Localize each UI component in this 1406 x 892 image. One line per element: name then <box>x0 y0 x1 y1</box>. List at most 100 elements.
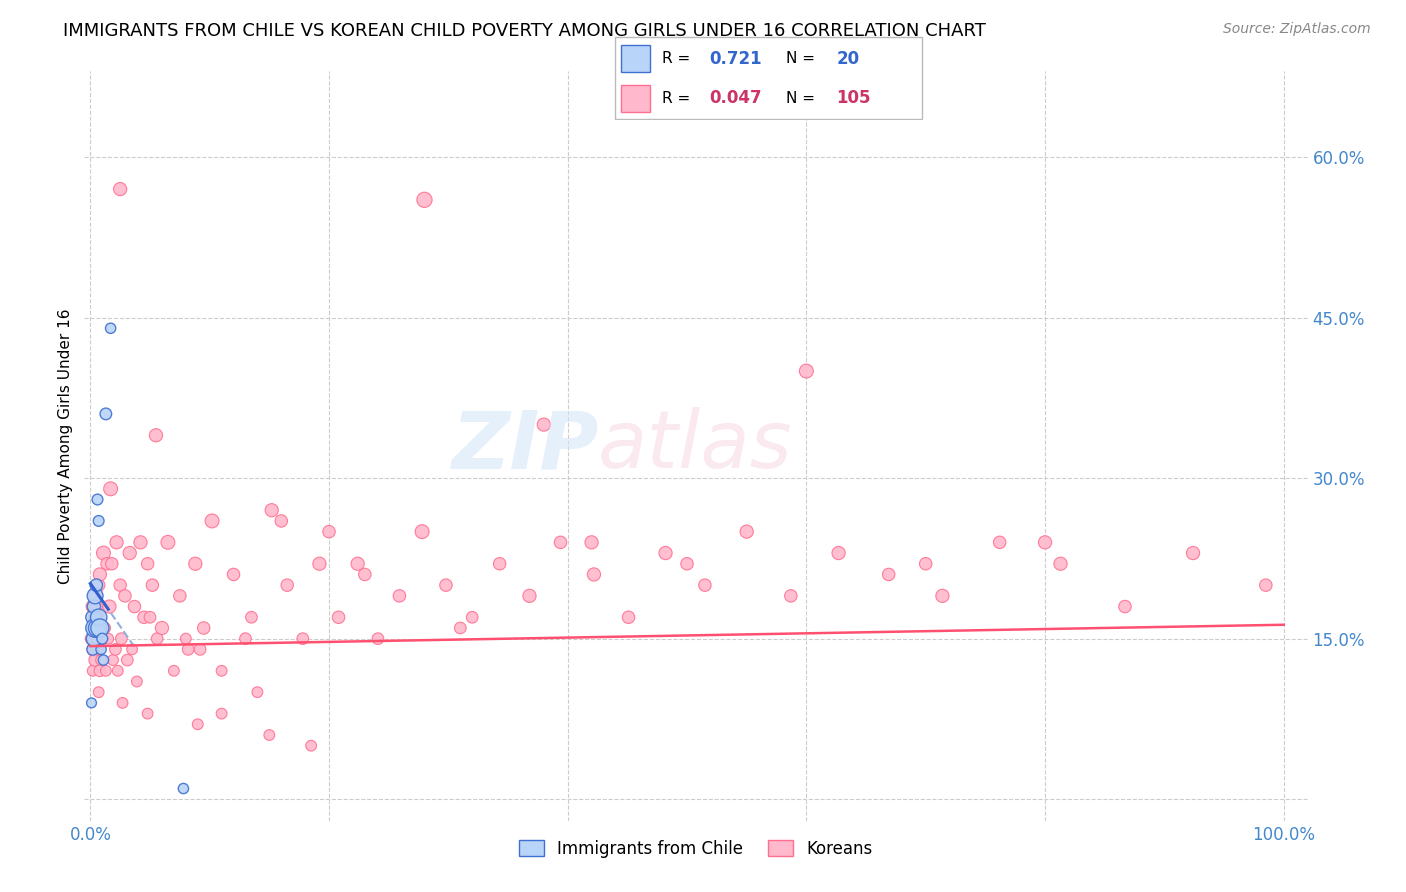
Point <box>83 632 105 646</box>
Point <box>1049 557 1071 571</box>
Point <box>84 653 107 667</box>
Point <box>145 428 167 442</box>
Text: N =: N = <box>786 51 820 66</box>
Legend: Immigrants from Chile, Koreans: Immigrants from Chile, Koreans <box>512 833 880 864</box>
Point <box>488 557 510 571</box>
Point <box>84 589 107 603</box>
Text: 20: 20 <box>837 50 859 68</box>
Point <box>172 781 194 796</box>
Point <box>235 632 257 646</box>
Point <box>796 364 818 378</box>
Point <box>581 535 603 549</box>
Point <box>693 578 716 592</box>
Point <box>84 599 107 614</box>
Point <box>82 599 104 614</box>
Point <box>735 524 758 539</box>
Point <box>100 321 122 335</box>
Point <box>84 610 107 624</box>
Point <box>84 589 107 603</box>
Point <box>582 567 605 582</box>
Point <box>86 492 108 507</box>
Point <box>94 407 117 421</box>
Point <box>211 664 233 678</box>
Point <box>80 632 103 646</box>
Point <box>318 524 340 539</box>
Point <box>87 514 110 528</box>
Point <box>100 482 122 496</box>
Point <box>259 728 281 742</box>
Point <box>87 578 110 592</box>
FancyBboxPatch shape <box>621 45 650 72</box>
Point <box>89 621 111 635</box>
Point <box>1182 546 1205 560</box>
Point <box>177 642 200 657</box>
Text: 0.047: 0.047 <box>710 89 762 107</box>
Point <box>111 696 134 710</box>
Point <box>413 193 436 207</box>
Point <box>97 632 120 646</box>
Point <box>187 717 209 731</box>
Point <box>367 632 389 646</box>
Point <box>617 610 640 624</box>
Point <box>299 739 322 753</box>
Text: atlas: atlas <box>598 407 793 485</box>
Point <box>86 610 108 624</box>
Point <box>222 567 245 582</box>
Point <box>117 653 139 667</box>
Point <box>91 632 114 646</box>
Point <box>346 557 368 571</box>
Point <box>201 514 224 528</box>
Point <box>93 546 115 560</box>
Point <box>676 557 699 571</box>
Point <box>136 557 159 571</box>
Point <box>188 642 211 657</box>
Point <box>91 632 114 646</box>
Y-axis label: Child Poverty Among Girls Under 16: Child Poverty Among Girls Under 16 <box>58 309 73 583</box>
Point <box>105 535 128 549</box>
Point <box>83 610 105 624</box>
Point <box>90 642 112 657</box>
Point <box>108 578 131 592</box>
Point <box>184 557 207 571</box>
Point <box>353 567 375 582</box>
Point <box>150 621 173 635</box>
Point <box>107 664 129 678</box>
Point <box>124 599 146 614</box>
Point <box>260 503 283 517</box>
Text: Source: ZipAtlas.com: Source: ZipAtlas.com <box>1223 22 1371 37</box>
Point <box>449 621 471 635</box>
Point <box>87 610 110 624</box>
Point <box>82 642 104 657</box>
Point <box>84 621 107 635</box>
Point <box>988 535 1011 549</box>
Point <box>1254 578 1277 592</box>
Point <box>82 610 104 624</box>
Point <box>118 546 141 560</box>
Point <box>434 578 457 592</box>
Point <box>83 642 105 657</box>
Point <box>146 632 169 646</box>
Point <box>110 632 132 646</box>
Text: 0.721: 0.721 <box>710 50 762 68</box>
Text: IMMIGRANTS FROM CHILE VS KOREAN CHILD POVERTY AMONG GIRLS UNDER 16 CORRELATION C: IMMIGRANTS FROM CHILE VS KOREAN CHILD PO… <box>63 22 986 40</box>
Point <box>270 514 292 528</box>
Point <box>84 578 107 592</box>
Point <box>93 653 115 667</box>
Point <box>1033 535 1056 549</box>
Point <box>101 653 124 667</box>
Point <box>519 589 541 603</box>
Point <box>156 535 179 549</box>
Text: R =: R = <box>662 91 696 106</box>
Point <box>89 567 111 582</box>
Point <box>98 599 121 614</box>
Point <box>388 589 411 603</box>
Point <box>654 546 676 560</box>
Point <box>80 696 103 710</box>
Point <box>90 653 112 667</box>
Point <box>141 578 163 592</box>
Point <box>276 578 298 592</box>
Point <box>169 589 191 603</box>
Point <box>87 685 110 699</box>
Point <box>121 642 143 657</box>
Point <box>129 535 152 549</box>
